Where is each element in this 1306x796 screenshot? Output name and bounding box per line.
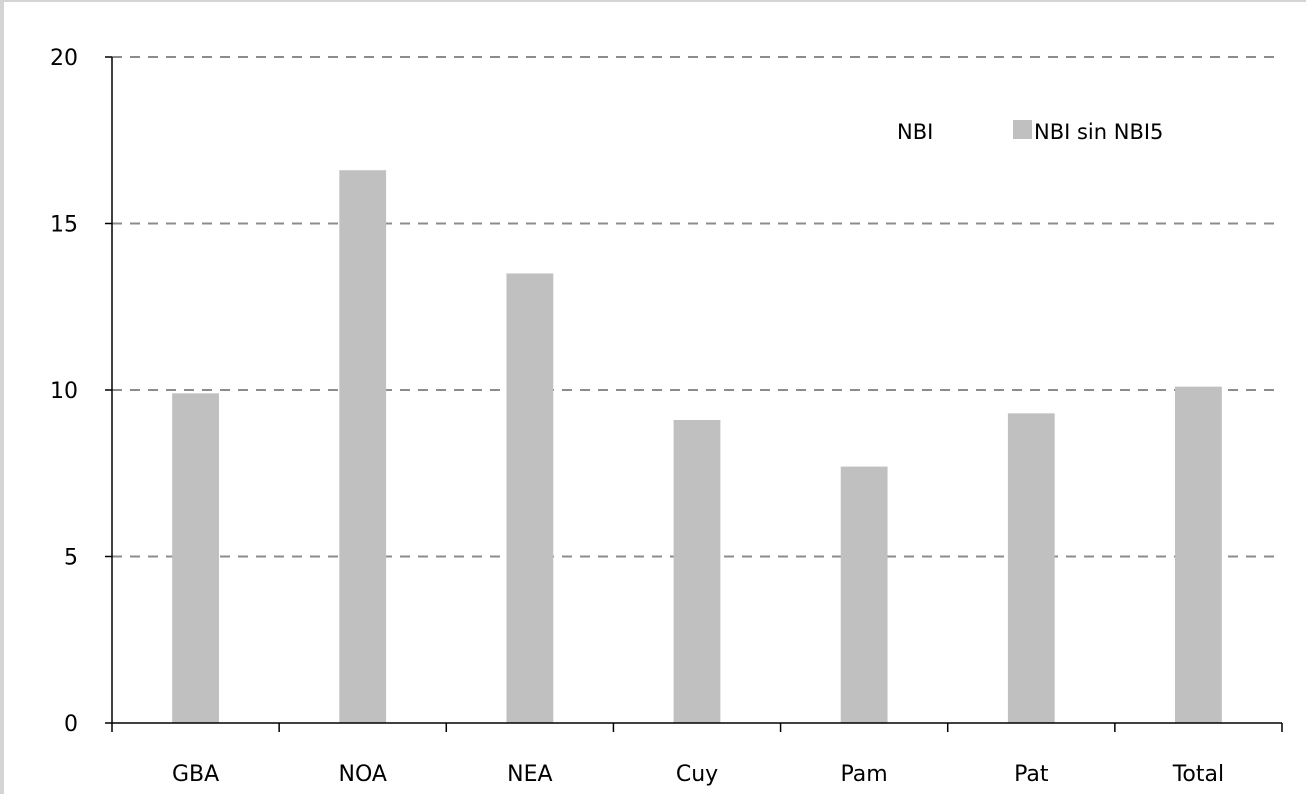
bar-nea (506, 273, 553, 723)
legend-label-nbi-sin-nbi5: NBI sin NBI5 (1034, 120, 1163, 144)
x-tick-label-total: Total (1172, 762, 1224, 787)
x-tick-label-noa: NOA (338, 762, 386, 787)
x-tick-label-pam: Pam (841, 762, 888, 787)
legend-label-nbi: NBI (897, 120, 933, 144)
x-tick-label-nea: NEA (507, 762, 552, 787)
bar-pam (841, 467, 888, 723)
x-tick-labels: GBA NOA NEA Cuy Pam Pat Total (172, 762, 1224, 787)
bar-chart: 0 5 10 15 20 GBA NOA NEA Cuy Pam Pat Total NBI NBI… (4, 2, 1306, 796)
y-tick-label-10: 10 (50, 379, 78, 404)
bars (172, 170, 1222, 723)
legend-swatch-nbi-sin-nbi5 (1013, 120, 1032, 139)
bar-total (1175, 387, 1222, 723)
x-tick-label-gba: GBA (172, 762, 219, 787)
y-tick-label-20: 20 (50, 46, 78, 71)
legend: NBI NBI sin NBI5 (897, 120, 1163, 144)
bar-pat (1008, 413, 1055, 723)
bar-cuy (674, 420, 721, 723)
x-tick-label-cuy: Cuy (676, 762, 718, 787)
y-tick-label-15: 15 (50, 213, 78, 238)
bar-noa (339, 170, 386, 723)
y-tick-labels: 0 5 10 15 20 (50, 46, 78, 737)
y-tick-label-5: 5 (64, 546, 78, 571)
bar-gba (172, 393, 219, 723)
y-tick-label-0: 0 (64, 712, 78, 737)
x-tick-label-pat: Pat (1014, 762, 1049, 787)
